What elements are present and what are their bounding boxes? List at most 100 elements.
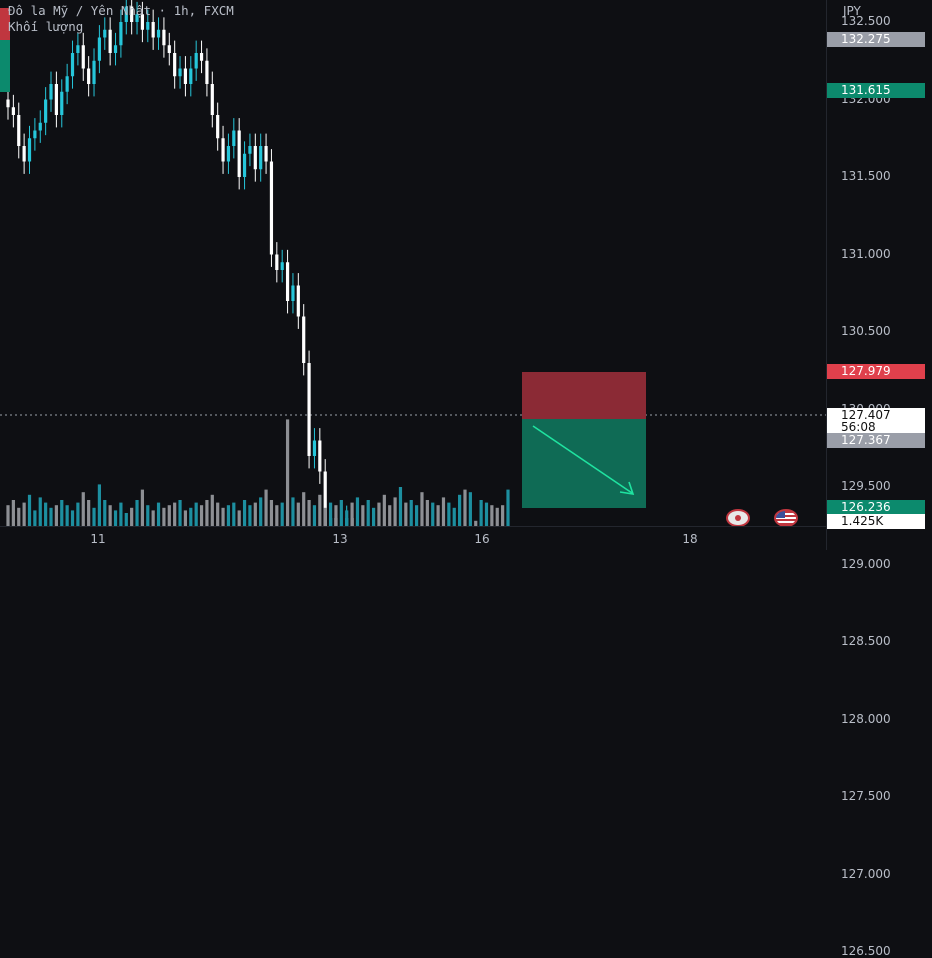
candle-body: [286, 262, 289, 301]
green-price-tag: 131.615: [827, 83, 925, 98]
volume-bar: [485, 503, 488, 526]
volume-bar: [243, 500, 246, 526]
volume-bar: [232, 503, 235, 526]
volume-bar: [221, 508, 224, 526]
price-tick-label: 128.500: [841, 634, 891, 648]
us-flag-icon[interactable]: [774, 509, 798, 527]
volume-bar: [23, 503, 26, 526]
candle-body: [66, 76, 69, 92]
candle-body: [44, 100, 47, 123]
replay-icon[interactable]: [726, 509, 750, 527]
candle-body: [173, 53, 176, 76]
volume-bar: [442, 497, 445, 526]
volume-bar: [130, 508, 133, 526]
volume-bar: [275, 505, 278, 526]
candle-body: [302, 317, 305, 364]
candle-body: [119, 22, 122, 45]
candle-body: [248, 146, 251, 154]
volume-bar: [329, 503, 332, 526]
candle-body: [195, 53, 198, 69]
candle-body: [232, 131, 235, 147]
candles: [6, 0, 509, 526]
volume-bars: [6, 419, 509, 526]
candle-body: [221, 138, 224, 161]
volume-bar: [324, 508, 327, 526]
price-tick-label: 129.000: [841, 557, 891, 571]
take-profit-price-tag: 126.236: [827, 500, 925, 515]
stop-loss-zone: [522, 372, 646, 419]
volume-bar: [152, 510, 155, 526]
candle-body: [205, 61, 208, 84]
candle-body: [109, 30, 112, 53]
volume-bar: [103, 500, 106, 526]
chart-area[interactable]: Đô la Mỹ / Yên Nhật · 1h, FXCM Khối lượn…: [0, 0, 826, 526]
volume-bar: [205, 500, 208, 526]
volume-value-tag: 1.425K: [827, 514, 925, 529]
symbol-title[interactable]: Đô la Mỹ / Yên Nhật · 1h, FXCM: [8, 3, 234, 18]
date-tick-label: 18: [682, 532, 697, 546]
price-tick-label: 132.500: [841, 14, 891, 28]
volume-bar: [60, 500, 63, 526]
candle-body: [23, 146, 26, 162]
volume-bar: [248, 505, 251, 526]
price-tick-label: 128.000: [841, 712, 891, 726]
volume-bar: [501, 505, 504, 526]
volume-bar: [415, 505, 418, 526]
left-edge-green-marker: [0, 40, 10, 92]
date-tick-label: 16: [474, 532, 489, 546]
date-tick-label: 13: [332, 532, 347, 546]
volume-bar: [480, 500, 483, 526]
volume-bar: [157, 503, 160, 526]
volume-bar: [264, 490, 267, 526]
stop-loss-price-tag: 127.979: [827, 364, 925, 379]
volume-bar: [372, 508, 375, 526]
candle-body: [178, 69, 181, 77]
candle-body: [189, 69, 192, 85]
volume-bar: [420, 492, 423, 526]
candle-body: [264, 146, 267, 162]
volume-bar: [345, 510, 348, 526]
volume-bar: [49, 508, 52, 526]
volume-indicator-label[interactable]: Khối lượng: [8, 19, 83, 34]
volume-bar: [302, 492, 305, 526]
volume-bar: [114, 510, 117, 526]
candle-body: [87, 69, 90, 85]
volume-bar: [33, 510, 36, 526]
candle-body: [291, 286, 294, 302]
volume-bar: [377, 503, 380, 526]
price-plot[interactable]: [0, 0, 826, 526]
volume-bar: [334, 505, 337, 526]
volume-bar: [55, 505, 58, 526]
volume-bar: [350, 503, 353, 526]
candle-body: [152, 22, 155, 38]
volume-bar: [297, 503, 300, 526]
volume-bar: [496, 508, 499, 526]
volume-bar: [410, 500, 413, 526]
volume-bar: [238, 510, 241, 526]
volume-bar: [404, 503, 407, 526]
volume-bar: [162, 508, 165, 526]
candle-body: [55, 84, 58, 115]
volume-bar: [141, 490, 144, 526]
candle-body: [200, 53, 203, 61]
volume-bar: [168, 505, 171, 526]
volume-bar: [92, 508, 95, 526]
candle-body: [71, 53, 74, 76]
volume-bar: [125, 513, 128, 526]
volume-bar: [17, 508, 20, 526]
candle-body: [39, 123, 42, 131]
price-tick-label: 131.500: [841, 169, 891, 183]
candle-body: [259, 146, 262, 169]
candle-body: [307, 363, 310, 456]
candle-body: [92, 61, 95, 84]
volume-bar: [318, 495, 321, 526]
volume-bar: [463, 490, 466, 526]
volume-bar: [307, 500, 310, 526]
volume-bar: [340, 500, 343, 526]
volume-bar: [6, 505, 9, 526]
volume-bar: [98, 484, 101, 526]
volume-bar: [356, 497, 359, 526]
volume-bar: [44, 503, 47, 526]
